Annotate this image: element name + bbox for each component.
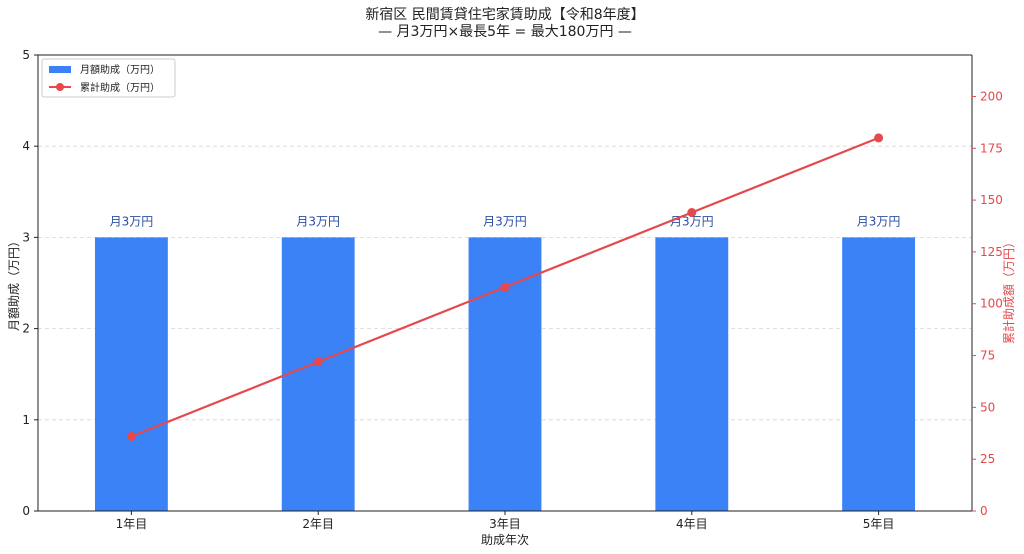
line-point [313,357,323,367]
bar-value-label: 月3万円 [296,214,340,228]
y-right-tick-label: 200 [980,89,1003,103]
bar [842,237,916,511]
y-tick-label: 0 [22,504,30,518]
bar-value-label: 月3万円 [857,214,901,228]
bar-value-label: 月3万円 [483,214,527,228]
y-axis-label: 月額助成（万円） [7,235,21,331]
x-tick-label: 3年目 [489,517,521,531]
legend: 月額助成（万円） 累計助成（万円） [41,58,176,98]
legend-label-bar: 月額助成（万円） [80,63,160,76]
y-right-tick-label: 125 [980,245,1003,259]
x-tick-label: 1年目 [116,517,148,531]
legend-label-line: 累計助成（万円） [80,81,160,94]
line-point [874,133,884,143]
y-right-tick-label: 0 [980,504,988,518]
legend-box [41,58,176,98]
bar [468,237,542,511]
y-tick-label: 1 [22,413,30,427]
y-right-tick-label: 75 [980,349,995,363]
y-right-tick-label: 150 [980,193,1003,207]
line-point [687,208,697,218]
y-right-tick-label: 25 [980,452,995,466]
line-point [500,282,510,292]
y-right-tick-label: 50 [980,400,995,414]
y-tick-label: 4 [22,139,30,153]
y-tick-label: 5 [22,48,30,62]
x-axis-label: 助成年次 [481,533,529,547]
bar [94,237,168,511]
y-right-tick-label: 175 [980,141,1003,155]
bar-series: 月3万円 月3万円 月3万円 月3万円 月3万円 [94,214,916,511]
y-tick-label: 3 [22,230,30,244]
chart-title: 新宿区 民間賃貸住宅家賃助成【令和8年度】 [365,6,644,23]
legend-bar-swatch [49,66,71,73]
bar [655,237,729,511]
x-tick-label: 5年目 [863,517,895,531]
grid-lines [38,145,972,421]
line-point [126,431,136,441]
y-tick-label: 2 [22,322,30,336]
bar [281,237,355,511]
y-axis-right-label: 累計助成額（万円） [1001,236,1016,344]
x-tick-label: 2年目 [302,517,334,531]
line-series [126,133,884,441]
y-right-tick-label: 100 [980,297,1003,311]
chart-subtitle: — 月3万円×最長5年 = 最大180万円 — [378,24,632,40]
legend-line-marker [56,83,64,91]
bar-value-label: 月3万円 [110,214,154,228]
x-tick-label: 4年目 [676,517,708,531]
